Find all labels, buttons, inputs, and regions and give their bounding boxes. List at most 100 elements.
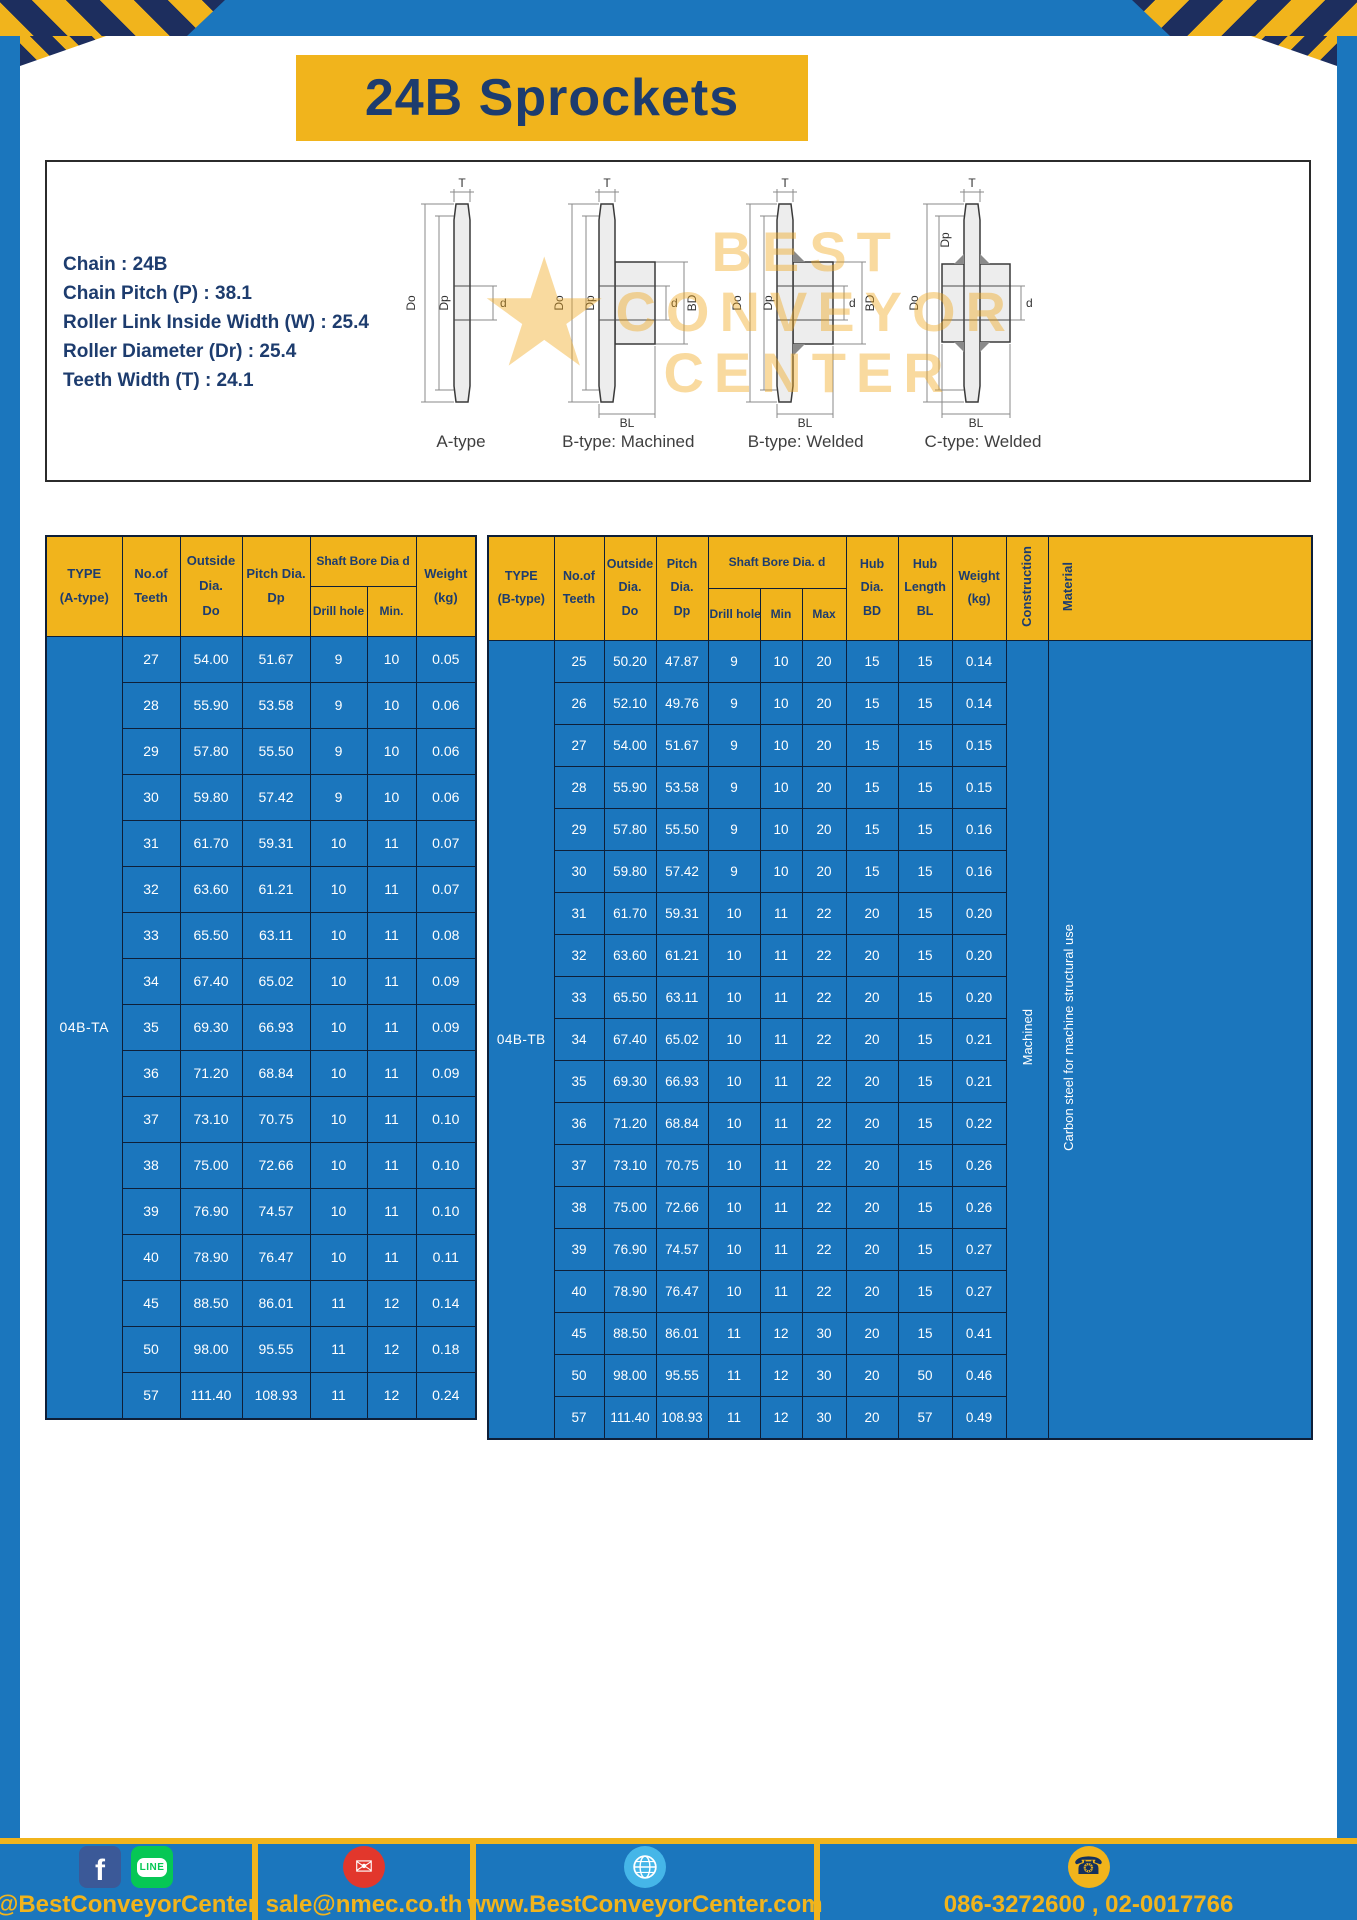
svg-text:d: d xyxy=(1026,296,1033,310)
table-cell: 11 xyxy=(366,1095,417,1143)
table-cell: 9 xyxy=(707,681,761,725)
table-cell: 33 xyxy=(121,911,181,959)
table-cell: 32 xyxy=(553,933,605,977)
table-cell: 20 xyxy=(845,891,899,935)
table-cell: 10 xyxy=(707,1059,761,1103)
table-cell: 0.09 xyxy=(415,1049,477,1097)
table-cell: 9 xyxy=(707,807,761,851)
footer-separator xyxy=(470,1844,476,1920)
table-cell: 11 xyxy=(759,933,803,977)
table-cell: 10 xyxy=(707,975,761,1019)
table-cell: 76.90 xyxy=(603,1227,657,1271)
table-cell: 0.07 xyxy=(415,819,477,867)
table-cell: 0.20 xyxy=(951,933,1007,977)
table-cell: 15 xyxy=(897,1311,953,1355)
table-cell: 55.90 xyxy=(179,681,243,729)
table-cell: 61.21 xyxy=(241,865,311,913)
svg-text:Dp: Dp xyxy=(437,295,451,311)
svg-text:BL: BL xyxy=(797,416,812,428)
table-cell: 75.00 xyxy=(179,1141,243,1189)
table-a-row: 40 78.90 76.47 10 11 0.11 xyxy=(46,1233,477,1281)
table-cell: 10 xyxy=(366,635,417,683)
table-cell: 95.55 xyxy=(241,1325,311,1373)
table-b-header-type: TYPE (B-type) xyxy=(487,535,555,641)
table-cell: 22 xyxy=(801,1269,847,1313)
table-cell: 0.05 xyxy=(415,635,477,683)
table-cell: 98.00 xyxy=(603,1353,657,1397)
table-cell: 65.50 xyxy=(179,911,243,959)
table-cell: 11 xyxy=(759,891,803,935)
table-cell: 20 xyxy=(845,933,899,977)
table-cell: 37 xyxy=(121,1095,181,1143)
table-cell: 57.42 xyxy=(241,773,311,821)
table-cell: 40 xyxy=(553,1269,605,1313)
table-cell: 63.11 xyxy=(655,975,709,1019)
table-cell: 68.84 xyxy=(655,1101,709,1145)
table-cell: 10 xyxy=(309,819,368,867)
table-cell: 0.06 xyxy=(415,727,477,775)
table-b-construction-value: Machined xyxy=(1005,639,1049,1439)
table-a-row: 50 98.00 95.55 11 12 0.18 xyxy=(46,1325,477,1373)
table-cell: 55.50 xyxy=(241,727,311,775)
table-cell: 75.00 xyxy=(603,1185,657,1229)
table-cell: 15 xyxy=(845,639,899,683)
table-cell: 10 xyxy=(707,933,761,977)
hazard-stripe-top-right xyxy=(1132,0,1357,36)
table-cell: 15 xyxy=(897,933,953,977)
table-cell: 10 xyxy=(759,849,803,893)
chain-specs: Chain : 24B Chain Pitch (P) : 38.1 Rolle… xyxy=(63,250,369,395)
table-cell: 51.67 xyxy=(655,723,709,767)
table-cell: 0.14 xyxy=(951,681,1007,725)
table-cell: 15 xyxy=(897,723,953,767)
table-cell: 61.21 xyxy=(655,933,709,977)
table-cell: 0.20 xyxy=(951,975,1007,1019)
table-cell: 59.31 xyxy=(241,819,311,867)
table-cell: 0.10 xyxy=(415,1187,477,1235)
table-cell: 9 xyxy=(309,727,368,775)
table-cell: 20 xyxy=(845,1311,899,1355)
table-cell: 11 xyxy=(366,1049,417,1097)
table-b-row: 37 73.10 70.75 10 11 22 20 15 0.26 xyxy=(488,1143,1312,1187)
table-b-header-drill-hole: Drill hole xyxy=(707,587,761,641)
table-cell: 31 xyxy=(121,819,181,867)
phone-icon: ☎ xyxy=(1067,1846,1110,1888)
email-icon: ✉ xyxy=(343,1846,385,1888)
svg-text:Dp: Dp xyxy=(761,295,775,311)
table-cell: 20 xyxy=(845,1353,899,1397)
table-cell: 10 xyxy=(707,1143,761,1187)
table-b-row: 28 55.90 53.58 9 10 20 15 15 0.15 xyxy=(488,765,1312,809)
table-cell: 11 xyxy=(759,975,803,1019)
table-cell: 0.06 xyxy=(415,773,477,821)
line-icon: LINE xyxy=(131,1846,173,1888)
table-cell: 63.60 xyxy=(179,865,243,913)
table-cell: 10 xyxy=(309,1141,368,1189)
table-cell: 0.20 xyxy=(951,891,1007,935)
table-cell: 72.66 xyxy=(655,1185,709,1229)
table-b-header-min: Min xyxy=(759,587,803,641)
svg-text:Dp: Dp xyxy=(938,232,952,248)
sprocket-drawing-b-machined: T Do Dp d BD BL xyxy=(554,178,699,428)
table-a-row: 57 111.40 108.93 11 12 0.24 xyxy=(46,1371,477,1419)
table-cell: 30 xyxy=(801,1353,847,1397)
table-cell: 26 xyxy=(553,681,605,725)
table-cell: 0.26 xyxy=(951,1185,1007,1229)
table-cell: 15 xyxy=(897,1017,953,1061)
spec-line-roller-width: Roller Link Inside Width (W) : 25.4 xyxy=(63,312,369,333)
table-a-row: 35 69.30 66.93 10 11 0.09 xyxy=(46,1003,477,1051)
table-cell: 0.06 xyxy=(415,681,477,729)
facebook-icon: f xyxy=(79,1846,121,1888)
table-b-row: 45 88.50 86.01 11 12 30 20 15 0.41 xyxy=(488,1311,1312,1355)
table-cell: 0.22 xyxy=(951,1101,1007,1145)
table-cell: 49.76 xyxy=(655,681,709,725)
table-cell: 10 xyxy=(759,765,803,809)
table-cell: 86.01 xyxy=(655,1311,709,1355)
footer-email: sale@nmec.co.th xyxy=(265,1891,463,1918)
table-a-header-drill-hole: Drill hole xyxy=(309,585,368,637)
table-b-row: 57 111.40 108.93 11 12 30 20 57 0.49 xyxy=(488,1395,1312,1439)
table-cell: 0.24 xyxy=(415,1371,477,1419)
table-cell: 0.08 xyxy=(415,911,477,959)
table-cell: 35 xyxy=(121,1003,181,1051)
table-cell: 50.20 xyxy=(603,639,657,683)
table-cell: 10 xyxy=(309,1003,368,1051)
